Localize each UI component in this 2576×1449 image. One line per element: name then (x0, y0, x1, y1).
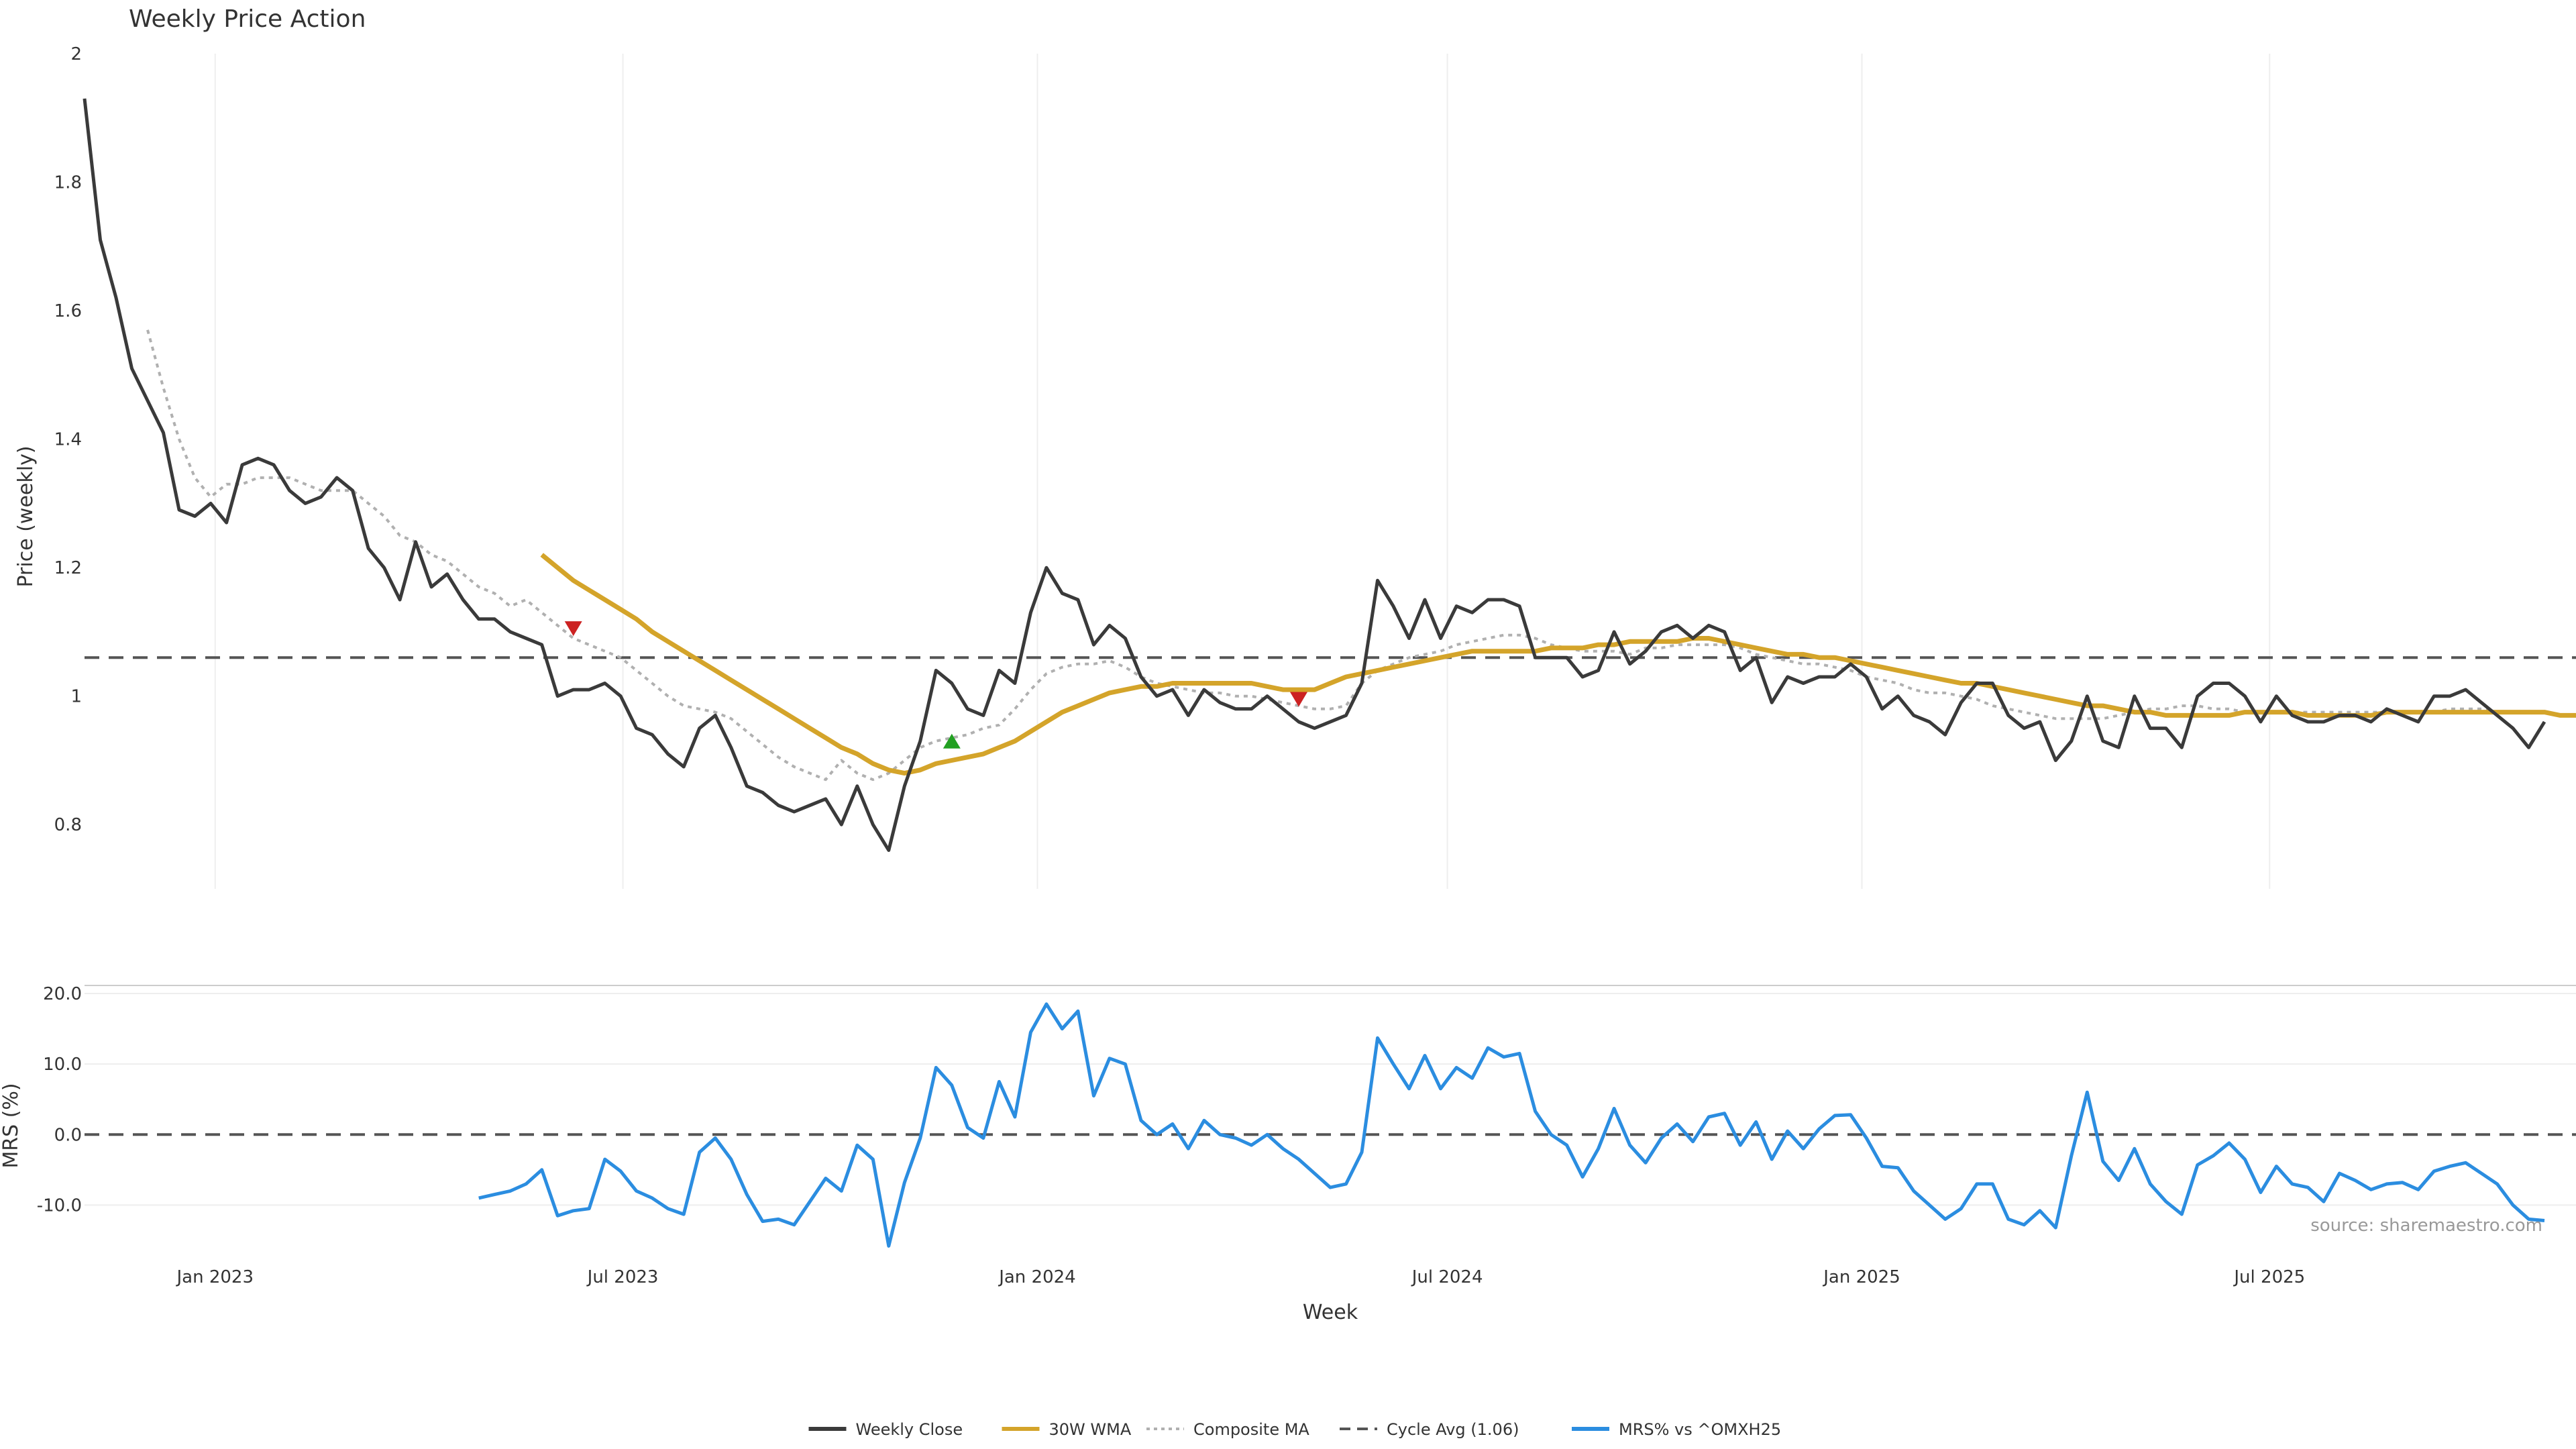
legend-item-label: Weekly Close (856, 1420, 963, 1439)
mrs-line (478, 1002, 2545, 1248)
x-tick-label: Jan 2025 (1822, 1267, 1900, 1287)
source-credit: source: sharemaestro.com (2310, 1216, 2542, 1236)
price-y-tick-label: 0.8 (54, 815, 82, 835)
x-axis-ticks: Jan 2023 Jul 2023 Jan 2024 Jul 2024 Jan 2025… (176, 1267, 2306, 1287)
x-tick-label: Jan 2023 (176, 1267, 254, 1287)
mrs-panel-grid (85, 985, 2576, 1206)
price-y-tick-label: 1.6 (54, 301, 82, 321)
legend-item-label: Composite MA (1193, 1420, 1309, 1439)
signal-markers (564, 621, 1307, 749)
mrs-series (478, 1002, 2545, 1248)
price-y-tick-label: 1 (70, 687, 82, 707)
legend: Weekly Close 30W WMA Composite MA Cycle Avg… (808, 1420, 1781, 1439)
sell-signal-marker (1289, 692, 1307, 707)
sell-signal-marker (564, 621, 582, 637)
mrs-y-axis-label: MRS (%) (0, 1083, 23, 1168)
wma-30w-line (540, 553, 2576, 776)
weekly-close-line (83, 98, 2546, 852)
mrs-y-tick-label: -10.0 (37, 1195, 82, 1216)
price-y-axis-label: Price (weekly) (14, 445, 38, 587)
legend-item-label: 30W WMA (1049, 1420, 1132, 1439)
x-axis-label: Week (1303, 1301, 1358, 1324)
mrs-y-tick-label: 0.0 (54, 1125, 82, 1145)
x-tick-label: Jan 2024 (998, 1267, 1076, 1287)
x-tick-label: Jul 2025 (2233, 1267, 2305, 1287)
x-tick-label: Jul 2024 (1411, 1267, 1483, 1287)
price-y-tick-label: 2 (70, 44, 82, 64)
legend-item-label: Cycle Avg (1.06) (1387, 1420, 1519, 1439)
price-y-tick-label: 1.4 (54, 430, 82, 450)
price-y-tick-label: 1.8 (54, 173, 82, 193)
legend-item-label: MRS% vs ^OMXH25 (1619, 1420, 1781, 1439)
chart-title: Weekly Price Action (129, 5, 366, 33)
buy-signal-marker (943, 733, 961, 749)
price-panel-grid (214, 54, 2271, 889)
mrs-y-tick-label: 20.0 (43, 984, 82, 1004)
price-series (83, 98, 2576, 852)
price-y-ticks: 0.8 1 1.2 1.4 1.6 1.8 2 (54, 44, 82, 835)
mrs-y-ticks: -10.0 0.0 10.0 20.0 (37, 984, 82, 1216)
mrs-y-tick-label: 10.0 (43, 1055, 82, 1075)
composite-ma-line (146, 329, 2513, 782)
x-tick-label: Jul 2023 (586, 1267, 659, 1287)
price-y-tick-label: 1.2 (54, 558, 82, 578)
